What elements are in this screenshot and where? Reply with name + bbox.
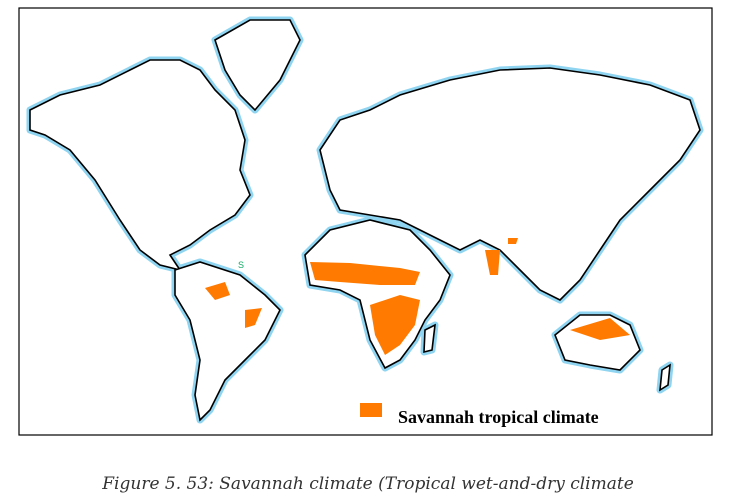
savannah-regions xyxy=(205,238,630,355)
legend-label: Savannah tropical climate xyxy=(398,407,599,427)
savannah-area xyxy=(508,238,518,244)
figure-caption: Figure 5. 53: Savannah climate (Tropical… xyxy=(101,474,634,494)
map-label: S xyxy=(238,260,244,270)
legend-swatch xyxy=(360,403,382,417)
continents xyxy=(26,16,704,424)
savannah-area xyxy=(310,262,420,285)
savannah-area xyxy=(370,295,420,355)
land xyxy=(29,19,701,422)
savannah-area xyxy=(205,282,230,300)
savannah-area xyxy=(485,250,500,275)
savannah-area xyxy=(245,308,262,328)
savannah-area xyxy=(570,318,630,340)
